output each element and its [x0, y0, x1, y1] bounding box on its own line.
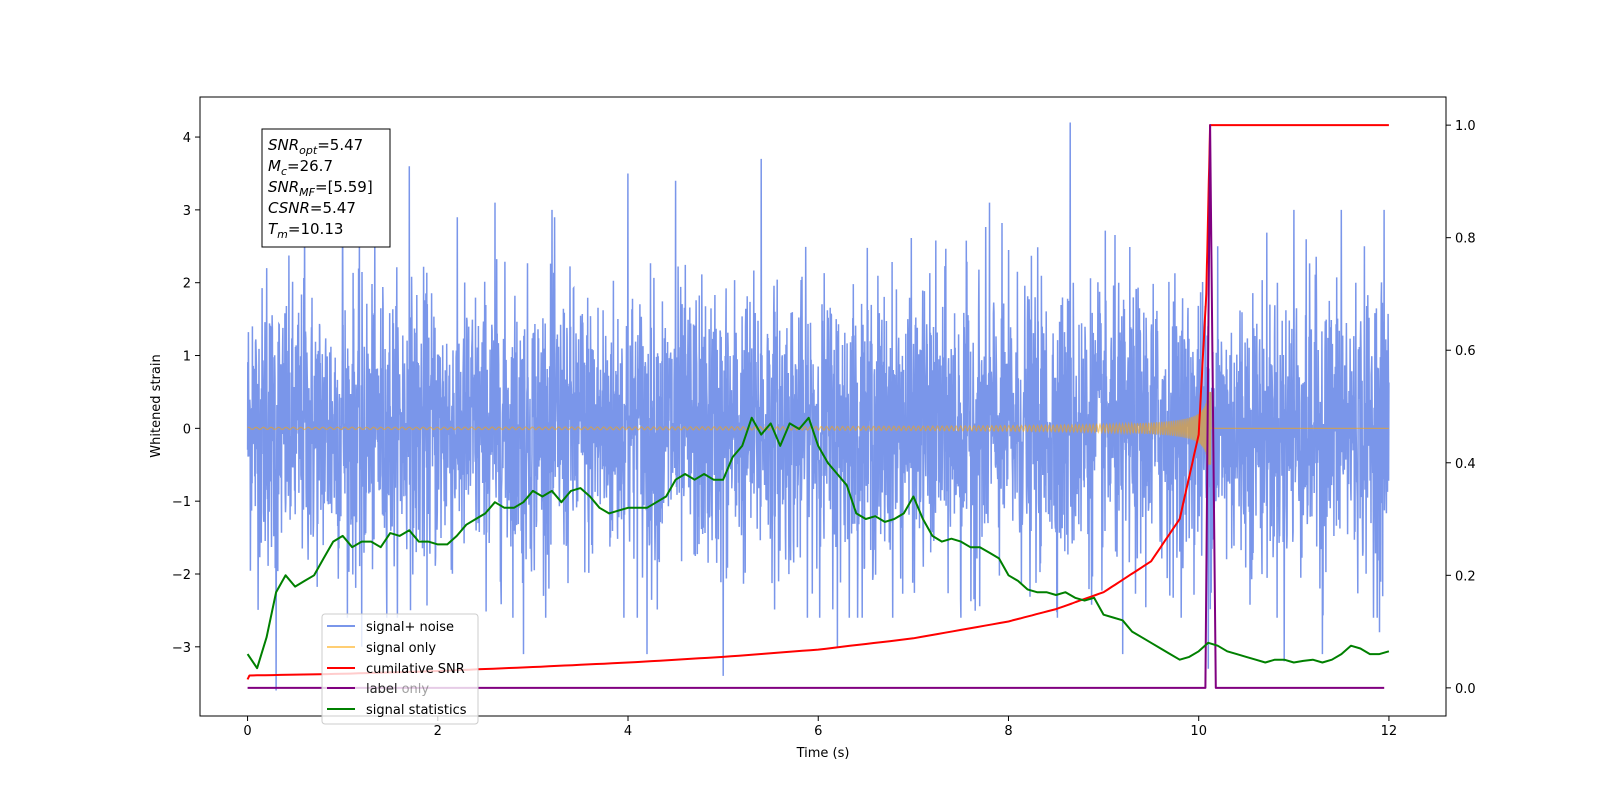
signal-only-line	[247, 391, 1389, 465]
legend-label: signal only	[366, 641, 436, 656]
annotation-line: CSNR=5.47	[268, 199, 356, 217]
legend-label: cumilative SNR	[366, 662, 465, 677]
y2-axis-ticks: 0.0 0.2 0.4 0.6 0.8 1.0	[1446, 119, 1476, 697]
y2-tick-label: 0.2	[1455, 569, 1476, 584]
annotation-line: Tm=10.13	[268, 220, 343, 241]
legend-label: label only	[366, 682, 429, 697]
y-tick-label: 3	[183, 204, 191, 219]
legend-label: signal statistics	[366, 703, 467, 718]
annotation-line: Mc=26.7	[268, 157, 333, 178]
x-tick-label: 12	[1381, 724, 1398, 739]
annotation-frame	[261, 128, 391, 248]
y-tick-label: −1	[172, 495, 191, 510]
series-signal-statistics	[246, 416, 1390, 670]
x-tick-label: 2	[434, 724, 442, 739]
x-tick-label: 4	[624, 724, 632, 739]
legend-label: signal+ noise	[366, 620, 454, 635]
y-tick-label: −2	[172, 568, 191, 583]
legend: signal+ noise signal only cumilative SNR la…	[321, 613, 479, 725]
axes-frame	[199, 96, 1447, 717]
x-tick-label: 10	[1190, 724, 1207, 739]
x-tick-label: 8	[1004, 724, 1012, 739]
series-signal-only	[247, 391, 1389, 465]
y2-tick-label: 0.4	[1455, 457, 1476, 472]
y-tick-label: 0	[183, 422, 191, 437]
y2-tick-label: 0.6	[1455, 344, 1476, 359]
y2-tick-label: 1.0	[1455, 119, 1476, 134]
signal-statistics-line	[246, 416, 1390, 670]
label-line	[247, 124, 1385, 689]
y2-tick-label: 0.8	[1455, 232, 1476, 247]
y-axis-label: Whitened strain	[149, 354, 164, 457]
legend-frame	[321, 613, 479, 725]
x-tick-label: 0	[243, 724, 251, 739]
y-tick-label: 2	[183, 277, 191, 292]
annotation-line: SNRMF=[5.59]	[268, 178, 373, 199]
y-tick-label: 1	[183, 350, 191, 365]
y-tick-label: 4	[183, 131, 191, 146]
x-tick-label: 6	[814, 724, 822, 739]
x-axis-label: Time (s)	[796, 746, 850, 761]
legend-label: label	[366, 682, 397, 697]
y2-tick-label: 0.0	[1455, 682, 1476, 697]
annotation-line: SNRopt=5.47	[268, 136, 363, 157]
series-label	[247, 124, 1385, 689]
y-axis-ticks: −3 −2 −1 0 1 2 3 4	[172, 131, 200, 656]
y-tick-label: −3	[172, 641, 191, 656]
